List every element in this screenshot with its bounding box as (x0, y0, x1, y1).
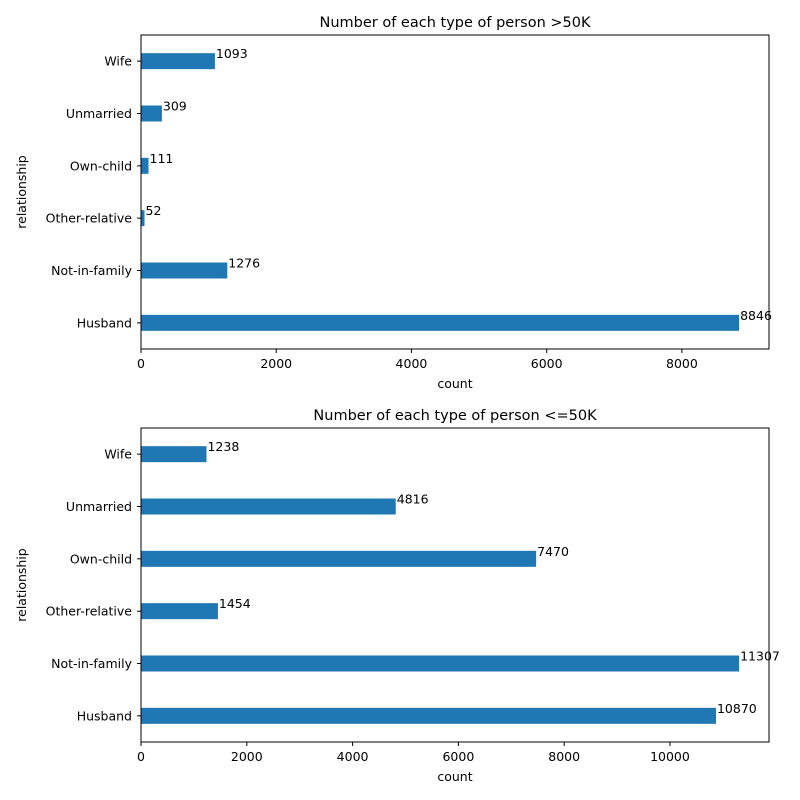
data-label: 10870 (717, 701, 757, 716)
y-tick-label: Husband (77, 315, 132, 330)
x-tick-label: 8000 (548, 749, 580, 764)
data-label: 52 (146, 203, 162, 218)
x-tick-label: 10000 (650, 749, 690, 764)
bar-unmarried (141, 105, 162, 122)
y-tick-label: Unmarried (66, 106, 132, 121)
y-tick-label: Unmarried (66, 499, 132, 514)
y-tick-label: Husband (77, 708, 132, 723)
data-label: 1276 (228, 256, 260, 271)
x-axis-label: count (437, 769, 472, 784)
y-tick-label: Wife (104, 54, 132, 69)
bar-unmarried (141, 498, 396, 515)
y-axis-label: relationship (14, 548, 29, 622)
x-tick-label: 6000 (442, 749, 474, 764)
x-tick-label: 2000 (260, 356, 292, 371)
bar-other-relative (141, 210, 145, 227)
bar-not-in-family (141, 655, 740, 672)
x-tick-label: 4000 (337, 749, 369, 764)
bar-other-relative (141, 603, 218, 620)
x-tick-label: 6000 (531, 356, 563, 371)
data-label: 1454 (219, 596, 251, 611)
y-tick-label: Own-child (70, 158, 132, 173)
bar-own-child (141, 550, 537, 567)
bar-husband (141, 314, 740, 331)
y-tick-label: Other-relative (46, 211, 133, 226)
data-label: 1238 (207, 439, 239, 454)
data-label: 11307 (740, 649, 780, 664)
x-axis-label: count (437, 376, 472, 391)
y-tick-label: Wife (104, 447, 132, 462)
bar-wife (141, 53, 215, 70)
data-label: 111 (150, 151, 174, 166)
bar-husband (141, 707, 716, 724)
y-tick-label: Own-child (70, 551, 132, 566)
plot-frame (140, 34, 770, 350)
bar-not-in-family (141, 262, 228, 279)
y-tick-label: Not-in-family (51, 656, 132, 671)
data-label: 4816 (397, 492, 429, 507)
bar-wife (141, 446, 207, 463)
chart-2: 10870 Husband 11307 Not-in-family 1454 Other-… (14, 408, 780, 784)
chart-title: Number of each type of person <=50K (313, 408, 597, 424)
chart-title: Number of each type of person >50K (319, 15, 591, 31)
plot-frame (140, 427, 770, 743)
y-axis-label: relationship (14, 155, 29, 229)
bar-own-child (141, 157, 149, 174)
data-label: 309 (163, 99, 187, 114)
x-tick-label: 8000 (666, 356, 698, 371)
chart-1: 8846 Husband 1276 Not-in-family 52 Other-rela… (14, 15, 772, 391)
data-label: 1093 (216, 46, 248, 61)
y-tick-label: Other-relative (46, 604, 133, 619)
y-tick-label: Not-in-family (51, 263, 132, 278)
data-label: 8846 (740, 308, 772, 323)
x-tick-label: 0 (137, 356, 145, 371)
x-tick-label: 0 (137, 749, 145, 764)
data-label: 7470 (537, 544, 569, 559)
x-tick-label: 2000 (231, 749, 263, 764)
x-tick-label: 4000 (396, 356, 428, 371)
